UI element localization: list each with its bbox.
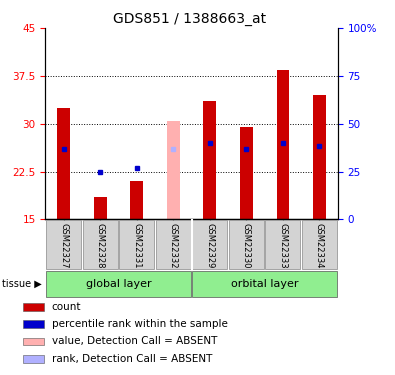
- Bar: [23, 303, 44, 310]
- Bar: [313, 95, 326, 219]
- Text: GSM22332: GSM22332: [169, 223, 178, 268]
- Text: GSM22327: GSM22327: [59, 223, 68, 268]
- Text: GSM22334: GSM22334: [315, 223, 324, 268]
- Text: value, Detection Call = ABSENT: value, Detection Call = ABSENT: [51, 336, 217, 346]
- Text: GDS851 / 1388663_at: GDS851 / 1388663_at: [113, 12, 266, 26]
- Bar: [23, 320, 44, 328]
- Text: GSM22333: GSM22333: [278, 223, 288, 268]
- Text: tissue ▶: tissue ▶: [2, 279, 42, 289]
- Bar: [265, 220, 301, 270]
- Bar: [203, 102, 216, 219]
- Text: GSM22328: GSM22328: [96, 223, 105, 268]
- Bar: [276, 70, 289, 219]
- Bar: [167, 121, 180, 219]
- Bar: [46, 220, 81, 270]
- Bar: [229, 220, 264, 270]
- Bar: [192, 272, 337, 297]
- Bar: [46, 272, 191, 297]
- Text: GSM22330: GSM22330: [242, 223, 251, 268]
- Text: rank, Detection Call = ABSENT: rank, Detection Call = ABSENT: [51, 354, 212, 364]
- Bar: [192, 220, 228, 270]
- Bar: [130, 181, 143, 219]
- Text: percentile rank within the sample: percentile rank within the sample: [51, 319, 228, 329]
- Bar: [119, 220, 154, 270]
- Bar: [302, 220, 337, 270]
- Bar: [57, 108, 70, 219]
- Text: count: count: [51, 302, 81, 312]
- Bar: [240, 127, 253, 219]
- Bar: [156, 220, 191, 270]
- Text: global layer: global layer: [86, 279, 151, 289]
- Bar: [94, 197, 107, 219]
- Bar: [23, 338, 44, 345]
- Text: GSM22331: GSM22331: [132, 223, 141, 268]
- Bar: [23, 355, 44, 363]
- Text: GSM22329: GSM22329: [205, 223, 214, 268]
- Text: orbital layer: orbital layer: [231, 279, 298, 289]
- Bar: [83, 220, 118, 270]
